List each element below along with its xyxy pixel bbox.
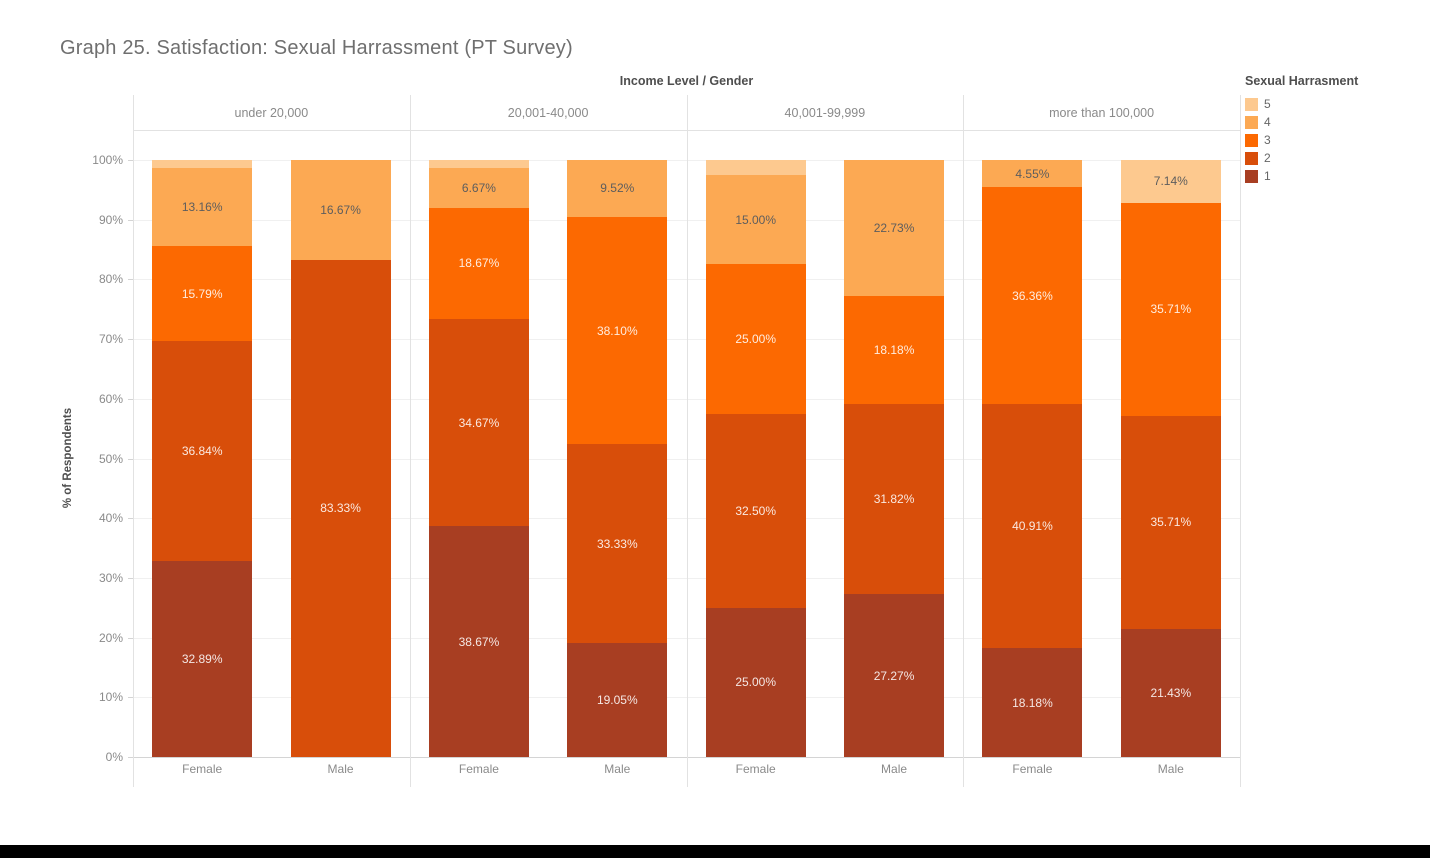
y-tick-mark	[128, 160, 133, 161]
legend-item-2[interactable]: 2	[1245, 149, 1415, 167]
bar-segment-p2-male-level1[interactable]	[567, 643, 668, 757]
bar-segment-p1-female-level2[interactable]	[152, 340, 253, 561]
y-tick-mark	[128, 398, 133, 400]
bar-segment-p3-male-level1[interactable]	[844, 594, 945, 757]
y-tick-mark	[128, 757, 133, 758]
bar-segment-p4-male-level1[interactable]	[1120, 629, 1221, 757]
y-tick-mark	[128, 518, 133, 520]
panel-separator	[1240, 95, 1241, 787]
bar-segment-p1-female-level3[interactable]	[152, 246, 253, 341]
bar-segment-p3-male-level3[interactable]	[844, 295, 945, 405]
legend-swatch-icon	[1245, 115, 1258, 129]
legend-swatch-icon	[1245, 151, 1258, 165]
bar-segment-p2-female-level3[interactable]	[428, 207, 529, 320]
bar-segment-p3-female-level4[interactable]	[705, 174, 806, 265]
y-tick-mark	[128, 458, 133, 460]
bar-segment-p2-female-level5[interactable]	[428, 160, 529, 168]
bar-segment-p4-male-level2[interactable]	[1120, 415, 1221, 630]
y-tick-label: 90%	[98, 212, 123, 227]
legend-item-label: 1	[1264, 169, 1271, 183]
column-field-header: Income Level / Gender	[619, 74, 754, 88]
y-axis-border	[133, 95, 134, 787]
bar-segment-p4-female-level4[interactable]	[982, 160, 1083, 188]
panel-header-income-level: more than 100,000	[1049, 106, 1155, 120]
y-tick-mark	[128, 339, 133, 341]
bar-segment-p2-female-level1[interactable]	[428, 526, 529, 757]
bar-segment-p4-female-level2[interactable]	[982, 404, 1083, 649]
bar-segment-p2-female-level4[interactable]	[428, 167, 529, 208]
bar-segment-p2-male-level2[interactable]	[567, 444, 668, 644]
x-axis-label-gender: Male	[604, 762, 631, 776]
bar-segment-p4-female-level3[interactable]	[982, 187, 1083, 405]
x-axis-label-gender: Male	[327, 762, 354, 776]
legend-item-label: 5	[1264, 97, 1271, 111]
panel-separator	[686, 95, 688, 787]
legend-item-4[interactable]: 4	[1245, 113, 1415, 131]
legend-item-3[interactable]: 3	[1245, 131, 1415, 149]
x-axis-label-gender: Female	[458, 762, 499, 776]
legend: Sexual Harrasment 5 4 3 2 1	[1245, 74, 1415, 185]
panel-header-income-level: 20,001-40,000	[507, 106, 589, 120]
y-tick-mark	[128, 577, 133, 579]
x-axis-label-gender: Male	[1157, 762, 1184, 776]
bar-segment-p2-male-level4[interactable]	[567, 160, 668, 217]
legend-swatch-icon	[1245, 169, 1258, 183]
x-axis-label-gender: Female	[735, 762, 776, 776]
legend-swatch-icon	[1245, 97, 1258, 111]
y-tick-label: 40%	[98, 511, 123, 526]
bar-segment-p1-female-level5[interactable]	[152, 160, 253, 168]
y-tick-label: 50%	[98, 451, 123, 466]
bar-segment-p3-female-level3[interactable]	[705, 264, 806, 414]
bar-segment-p3-female-level5[interactable]	[705, 160, 806, 175]
y-tick-label: 0%	[105, 750, 123, 764]
bottom-black-bar	[0, 845, 1430, 858]
bar-segment-p2-male-level3[interactable]	[567, 216, 668, 445]
bar-segment-p4-male-level3[interactable]	[1120, 202, 1221, 416]
legend-item-label: 3	[1264, 133, 1271, 147]
panel-separator	[409, 95, 411, 787]
y-tick-label: 20%	[98, 630, 123, 645]
legend-item-1[interactable]: 1	[1245, 167, 1415, 185]
chart-title: Graph 25. Satisfaction: Sexual Harrassme…	[60, 37, 573, 59]
y-tick-label: 80%	[98, 272, 123, 287]
legend-title: Sexual Harrasment	[1245, 74, 1359, 88]
x-axis-label-gender: Male	[881, 762, 908, 776]
bar-segment-p3-female-level1[interactable]	[705, 607, 806, 757]
y-tick-label: 60%	[98, 391, 123, 406]
y-tick-label: 70%	[98, 332, 123, 347]
bar-segment-p3-male-level2[interactable]	[844, 404, 945, 595]
bar-segment-p1-female-level4[interactable]	[152, 167, 253, 247]
bar-segment-p1-male-level4[interactable]	[290, 160, 391, 260]
x-axis-label-gender: Female	[182, 762, 223, 776]
bar-segment-p4-female-level1[interactable]	[982, 648, 1083, 757]
y-tick-mark	[128, 637, 133, 639]
y-tick-mark	[128, 279, 133, 281]
x-axis-label-gender: Female	[1012, 762, 1053, 776]
header-band-border	[133, 130, 1240, 131]
legend-item-5[interactable]: 5	[1245, 95, 1415, 113]
y-tick-mark	[128, 219, 133, 221]
panel-separator	[963, 95, 965, 787]
bar-segment-p1-male-level2[interactable]	[290, 259, 391, 757]
bar-segment-p1-female-level1[interactable]	[152, 560, 253, 757]
bar-segment-p2-female-level2[interactable]	[428, 319, 529, 527]
y-tick-label: 10%	[98, 690, 123, 705]
legend-item-label: 2	[1264, 151, 1271, 165]
y-tick-label: 30%	[98, 570, 123, 585]
bar-segment-p4-male-level5[interactable]	[1120, 160, 1221, 203]
y-tick-mark	[128, 697, 133, 699]
legend-item-label: 4	[1264, 115, 1271, 129]
legend-items: 5 4 3 2 1	[1245, 95, 1415, 185]
panel-header-income-level: under 20,000	[234, 106, 309, 120]
panel-header-income-level: 40,001-99,999	[784, 106, 866, 120]
y-tick-label: 100%	[92, 153, 123, 167]
bar-segment-p3-female-level2[interactable]	[705, 413, 806, 608]
legend-swatch-icon	[1245, 133, 1258, 147]
bar-segment-p3-male-level4[interactable]	[844, 160, 945, 296]
